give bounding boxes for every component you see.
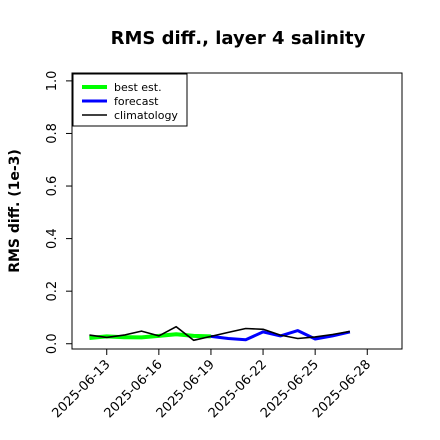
legend-label: climatology <box>114 109 178 122</box>
legend-label: best est. <box>114 81 162 94</box>
y-axis: 0.0 0.2 0.4 0.6 0.8 1.0 <box>45 71 72 354</box>
plot-area <box>71 72 403 350</box>
plot-frame <box>71 72 403 350</box>
x-axis: 2025-06-132025-06-162025-06-192025-06-22… <box>50 349 374 421</box>
series-layer <box>89 325 351 342</box>
y-tick-label: 0.0 <box>45 333 60 354</box>
y-tick-label: 0.8 <box>45 123 60 144</box>
y-tick-label: 1.0 <box>45 71 60 92</box>
y-tick-label: 0.6 <box>45 176 60 197</box>
series-line-climatology <box>89 325 351 342</box>
chart-title: RMS diff., layer 4 salinity <box>111 28 366 49</box>
legend-label: forecast <box>114 95 159 108</box>
y-tick-label: 0.2 <box>45 281 60 302</box>
y-axis-label: RMS diff. (1e-3) <box>7 149 23 273</box>
y-tick-label: 0.4 <box>45 228 60 249</box>
